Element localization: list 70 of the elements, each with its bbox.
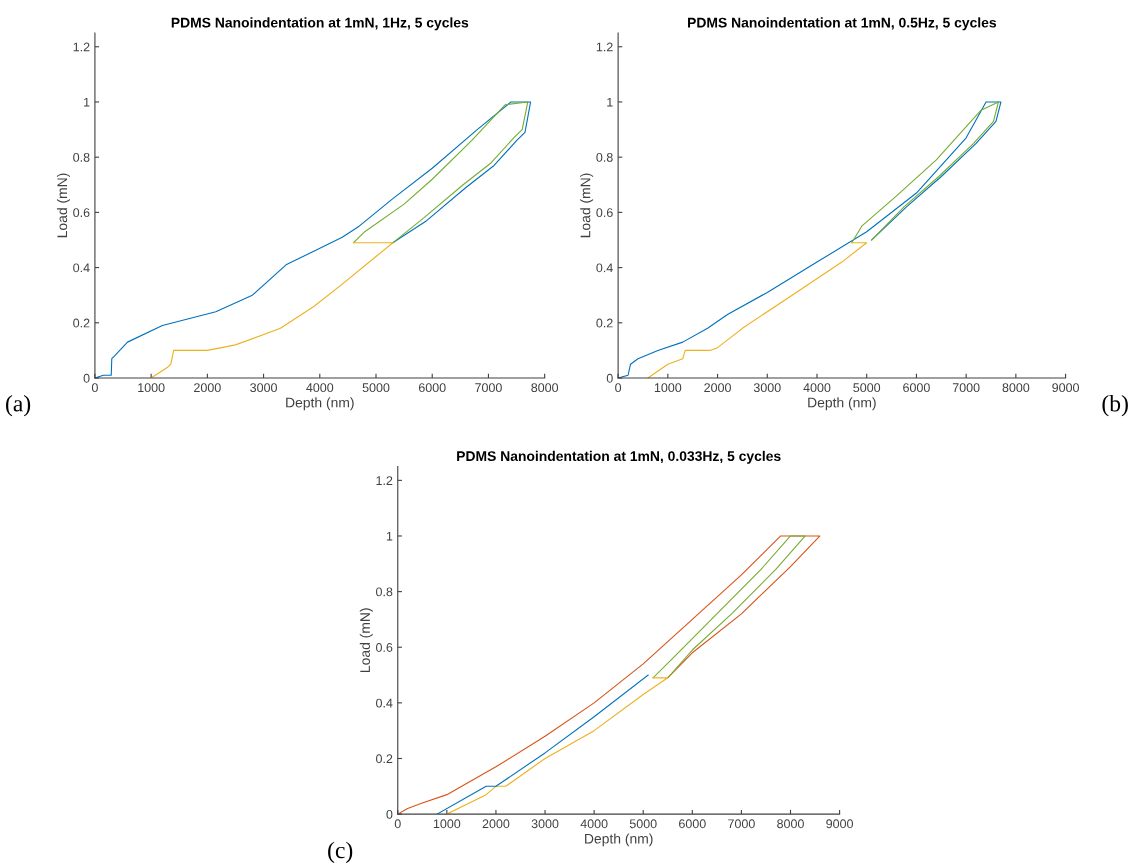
y-tick-label: 0.4 bbox=[376, 698, 393, 708]
x-tick-label: 4000 bbox=[580, 819, 608, 829]
x-tick-label: 8000 bbox=[777, 819, 804, 829]
x-tick-label: 7000 bbox=[728, 819, 755, 829]
line-series bbox=[618, 101, 1002, 379]
y-tick-label: 0.8 bbox=[596, 152, 613, 162]
y-axis-title: Load (mN) bbox=[56, 173, 70, 238]
x-tick-label: 8000 bbox=[531, 383, 559, 393]
x-tick-label: 9000 bbox=[1052, 383, 1080, 393]
text: (a) bbox=[6, 394, 31, 417]
y-tick-label: 0.8 bbox=[73, 152, 90, 162]
x-tick-label: 8000 bbox=[1002, 383, 1030, 393]
line-series bbox=[352, 101, 529, 244]
x-axis-title: Depth (nm) bbox=[808, 397, 876, 411]
x-tick-label: 6000 bbox=[679, 819, 706, 829]
x-tick-label: 6000 bbox=[418, 383, 446, 393]
line-series bbox=[150, 242, 394, 379]
x-tick-label: 7000 bbox=[475, 383, 502, 393]
line-series bbox=[94, 101, 532, 379]
y-tick-label: 0 bbox=[606, 373, 613, 383]
x-tick-label: 5000 bbox=[853, 383, 881, 393]
x-tick-label: 1000 bbox=[654, 383, 682, 393]
text: (b) bbox=[1102, 394, 1128, 417]
y-tick-label: 1 bbox=[386, 531, 393, 541]
x-tick-label: 7000 bbox=[952, 383, 980, 393]
y-tick-label: 1.2 bbox=[376, 476, 393, 485]
y-tick-label: 1.2 bbox=[596, 42, 613, 52]
x-tick-label: 4000 bbox=[803, 383, 831, 393]
x-tick-label: 2000 bbox=[482, 819, 510, 829]
x-tick-label: 3000 bbox=[753, 383, 781, 393]
chart-title: PDMS Nanoindentation at 1mN, 1Hz, 5 cycles bbox=[171, 17, 469, 31]
y-tick-label: 0.2 bbox=[73, 318, 90, 328]
y-tick-label: 0.6 bbox=[596, 208, 613, 218]
y-tick-label: 1 bbox=[607, 97, 613, 107]
text: (c) bbox=[328, 841, 353, 864]
x-axis-title: Depth (nm) bbox=[286, 397, 354, 411]
x-tick-label: 5000 bbox=[629, 819, 657, 829]
y-tick-label: 0.4 bbox=[596, 263, 613, 273]
x-tick-label: 4000 bbox=[306, 383, 334, 393]
line-series bbox=[652, 535, 806, 679]
y-tick-label: 0.2 bbox=[376, 754, 393, 764]
x-tick-label: 0 bbox=[91, 383, 98, 393]
y-tick-label: 1.2 bbox=[73, 42, 90, 52]
x-axis-title: Depth (nm) bbox=[585, 833, 653, 847]
chart-title: PDMS Nanoindentation at 1mN, 0.033Hz, 5 cycles bbox=[457, 450, 781, 464]
x-tick-label: 3000 bbox=[531, 819, 559, 829]
y-tick-label: 0.6 bbox=[376, 643, 393, 652]
y-tick-label: 0.6 bbox=[73, 208, 90, 218]
y-tick-label: 0.4 bbox=[73, 263, 90, 273]
x-tick-label: 3000 bbox=[250, 383, 277, 393]
line-series bbox=[397, 535, 821, 815]
y-axis-title: Load (mN) bbox=[580, 173, 594, 238]
x-tick-label: 0 bbox=[394, 819, 401, 829]
x-tick-label: 1000 bbox=[433, 819, 461, 829]
y-axis-title: Load (mN) bbox=[359, 608, 373, 672]
y-tick-label: 0 bbox=[83, 373, 90, 383]
x-tick-label: 9000 bbox=[826, 819, 854, 829]
x-tick-label: 1000 bbox=[138, 383, 165, 393]
x-tick-label: 6000 bbox=[903, 383, 930, 393]
line-series bbox=[851, 101, 1000, 244]
y-tick-label: 0 bbox=[386, 809, 393, 819]
x-tick-label: 5000 bbox=[362, 383, 390, 393]
line-series bbox=[647, 242, 868, 379]
y-tick-label: 0.8 bbox=[376, 587, 393, 597]
x-tick-label: 0 bbox=[615, 383, 622, 393]
y-tick-label: 1 bbox=[84, 97, 90, 107]
y-tick-label: 0.2 bbox=[596, 318, 613, 328]
chart-title: PDMS Nanoindentation at 1mN, 0.5Hz, 5 cycles bbox=[688, 17, 997, 31]
x-tick-label: 2000 bbox=[194, 383, 221, 393]
x-tick-label: 2000 bbox=[704, 383, 731, 393]
